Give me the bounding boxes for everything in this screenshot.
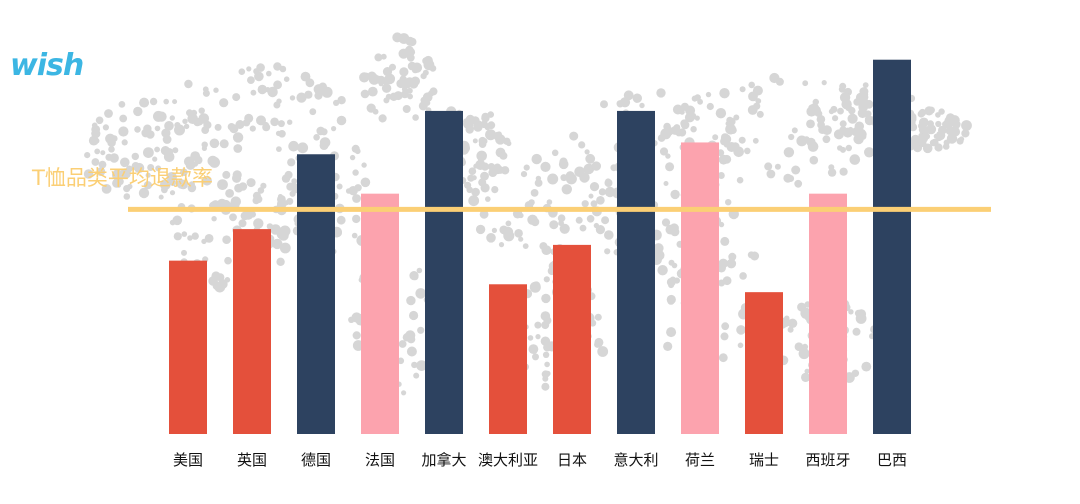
bar-8	[681, 142, 719, 434]
bar-7	[617, 110, 655, 435]
bar-4	[425, 110, 463, 435]
category-label-2: 德国	[301, 451, 331, 469]
category-label-11: 巴西	[877, 451, 907, 469]
category-label-4: 加拿大	[421, 451, 466, 469]
category-label-5: 澳大利亚	[478, 451, 538, 469]
bar-11	[873, 59, 911, 434]
bar-2	[297, 154, 335, 434]
category-label-9: 瑞士	[749, 451, 779, 469]
category-label-0: 美国	[173, 451, 203, 469]
bar-0	[169, 260, 207, 434]
bar-3	[361, 193, 399, 434]
bar-6	[553, 244, 591, 434]
bar-9	[745, 292, 783, 434]
category-label-1: 英国	[237, 451, 267, 469]
category-label-10: 西班牙	[805, 451, 850, 469]
category-label-8: 荷兰	[685, 451, 715, 469]
category-label-3: 法国	[365, 451, 395, 469]
bar-5	[489, 284, 527, 434]
category-label-7: 意大利	[613, 451, 658, 469]
bar-1	[233, 229, 271, 434]
wish-logo: wish	[10, 48, 84, 83]
reference-line-label: T恤品类平均退款率	[32, 166, 213, 190]
category-label-6: 日本	[557, 451, 587, 469]
bar-10	[809, 193, 847, 434]
